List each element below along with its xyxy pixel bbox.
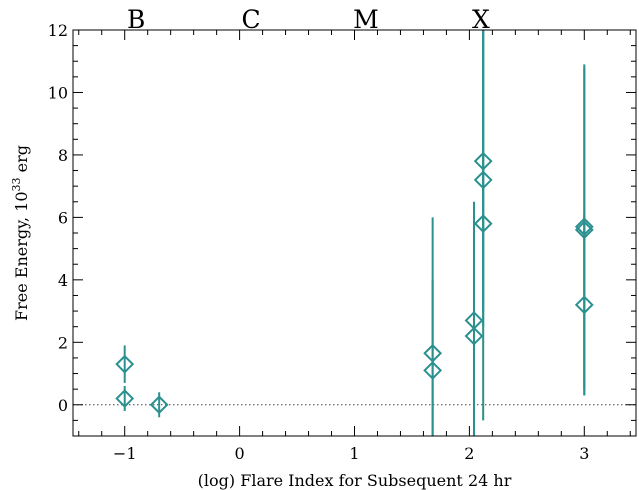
data-point: [115, 389, 135, 408]
y-tick-label: 6: [58, 208, 68, 227]
data-markers: [115, 151, 594, 415]
x-tick-label: 1: [349, 444, 359, 463]
y-axis-label-unit: erg: [12, 145, 31, 177]
error-bars: [123, 30, 586, 436]
data-point: [115, 354, 135, 374]
axis-ticks: [73, 29, 636, 437]
data-point: [149, 395, 169, 415]
data-point: [473, 151, 493, 171]
x-tick-label: 2: [464, 444, 474, 463]
data-point: [473, 214, 493, 234]
data-point: [473, 170, 493, 190]
y-tick-label: 10: [48, 83, 68, 102]
data-point: [574, 217, 594, 237]
plot-frame: [72, 29, 637, 437]
y-tick-label: 0: [58, 396, 68, 415]
x-tick-label: 3: [579, 444, 589, 463]
data-point: [574, 220, 594, 240]
x-tick-label: 0: [235, 444, 245, 463]
class-label-b: B: [127, 5, 145, 34]
class-label-c: C: [242, 5, 261, 34]
data-point: [464, 326, 484, 346]
data-point: [574, 295, 594, 315]
y-axis-label-exponent: 33: [10, 177, 23, 191]
data-point: [423, 361, 443, 380]
class-label-x: X: [472, 5, 490, 34]
y-tick-label: 8: [58, 146, 68, 165]
x-tick-label: −1: [113, 444, 137, 463]
y-axis-label-main: Free Energy, 10: [12, 191, 31, 321]
class-label-m: M: [353, 5, 379, 34]
y-axis-label: Free Energy, 1033 erg: [10, 145, 31, 321]
y-tick-label: 2: [58, 333, 68, 352]
x-axis-label: (log) Flare Index for Subsequent 24 hr: [198, 471, 512, 490]
y-tick-label: 4: [58, 271, 68, 290]
y-tick-label: 12: [48, 21, 68, 40]
